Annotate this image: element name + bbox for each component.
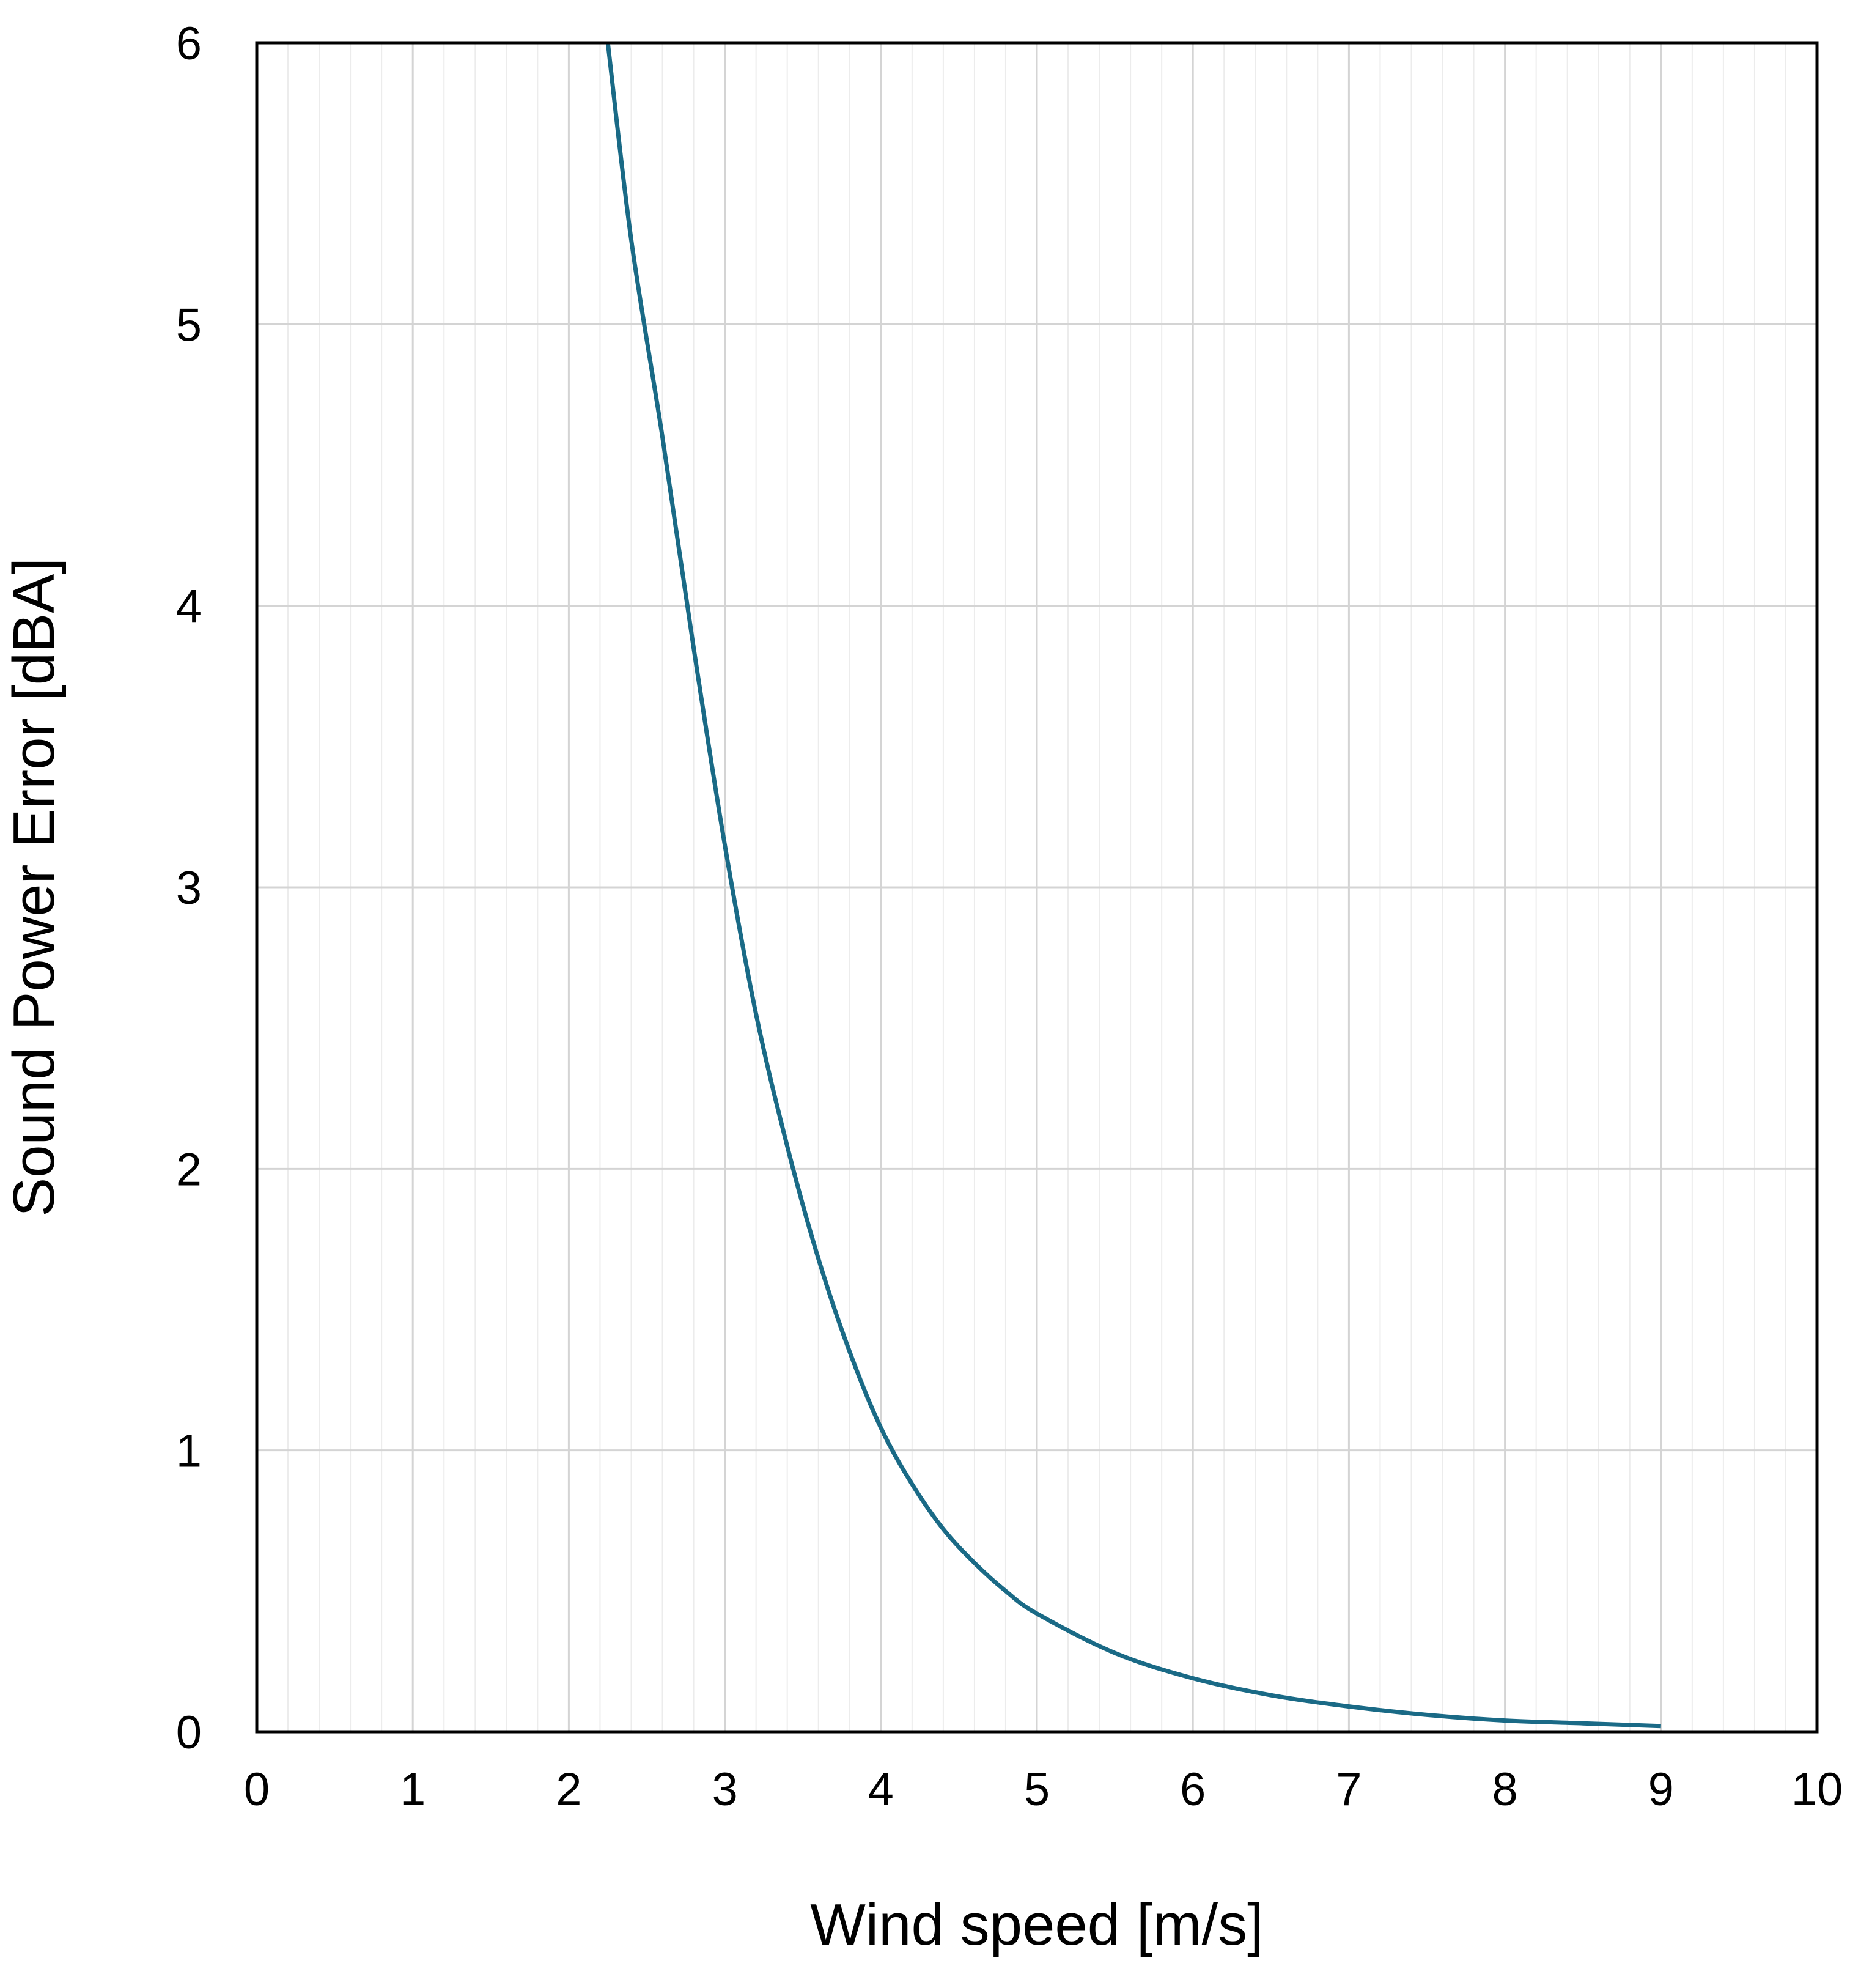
- y-axis-title: Sound Power Error [dBA]: [1, 558, 67, 1217]
- x-tick-label: 8: [1492, 1764, 1517, 1816]
- x-tick-label: 6: [1180, 1764, 1206, 1816]
- x-tick-label: 7: [1336, 1764, 1362, 1816]
- plot-area-frame: [255, 41, 1819, 1734]
- x-tick-label: 4: [868, 1764, 894, 1816]
- x-tick-label: 5: [1024, 1764, 1050, 1816]
- x-tick-label: 10: [1791, 1764, 1843, 1816]
- x-tick-label: 1: [400, 1764, 426, 1816]
- y-tick-label: 5: [176, 299, 202, 351]
- x-tick-label: 0: [244, 1764, 270, 1816]
- y-tick-label: 1: [176, 1425, 202, 1477]
- y-tick-label: 0: [176, 1707, 202, 1759]
- x-axis-title: Wind speed [m/s]: [810, 1892, 1264, 1957]
- x-axis-tick-labels: 0 1 2 3 4 5 6 7 8 9 10: [244, 1764, 1843, 1816]
- y-tick-label: 6: [176, 18, 202, 70]
- major-gridlines: [257, 43, 1817, 1732]
- x-tick-label: 9: [1648, 1764, 1674, 1816]
- y-tick-label: 3: [176, 862, 202, 914]
- x-tick-label: 3: [712, 1764, 737, 1816]
- x-tick-label: 2: [556, 1764, 581, 1816]
- y-tick-label: 2: [176, 1144, 202, 1195]
- series-line: [605, 42, 1661, 1729]
- y-axis-tick-labels: 0 1 2 3 4 5 6: [176, 18, 202, 1759]
- y-tick-label: 4: [176, 581, 202, 633]
- series-layer: [605, 42, 1661, 1729]
